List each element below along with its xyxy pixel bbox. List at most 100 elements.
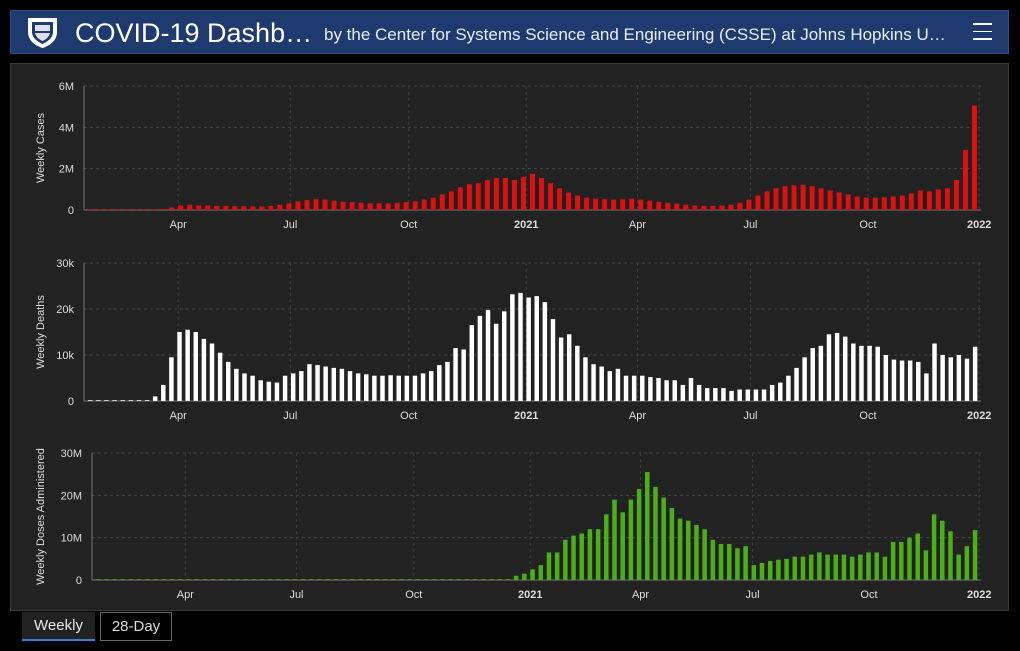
bar[interactable] [653, 486, 658, 580]
bar[interactable] [399, 579, 404, 580]
bar[interactable] [710, 539, 716, 580]
bar[interactable] [931, 514, 937, 580]
bar[interactable] [761, 389, 767, 402]
bar[interactable] [325, 579, 330, 580]
bar[interactable] [599, 366, 604, 402]
bar[interactable] [133, 209, 139, 210]
bar[interactable] [956, 554, 961, 580]
bar[interactable] [502, 177, 508, 210]
bar[interactable] [602, 199, 608, 210]
bar[interactable] [530, 569, 535, 580]
bar[interactable] [818, 345, 824, 401]
bar[interactable] [286, 203, 292, 210]
bar[interactable] [282, 375, 288, 401]
bar[interactable] [295, 201, 301, 210]
bar[interactable] [611, 199, 617, 210]
bar[interactable] [773, 188, 779, 210]
bar[interactable] [688, 378, 694, 401]
bar[interactable] [210, 579, 216, 580]
bar[interactable] [331, 367, 337, 401]
bar[interactable] [665, 202, 671, 210]
bar[interactable] [367, 203, 373, 210]
bar[interactable] [104, 579, 109, 580]
bar[interactable] [899, 195, 905, 210]
bar[interactable] [292, 579, 298, 580]
bar[interactable] [558, 337, 564, 401]
bar[interactable] [284, 579, 289, 580]
bar[interactable] [372, 375, 377, 401]
bar[interactable] [710, 205, 716, 210]
bar[interactable] [144, 400, 150, 401]
bar[interactable] [394, 202, 400, 210]
bar[interactable] [151, 209, 157, 210]
bar[interactable] [890, 196, 896, 210]
bar[interactable] [88, 400, 93, 401]
bar[interactable] [907, 360, 913, 401]
bar[interactable] [648, 377, 653, 401]
bar[interactable] [205, 205, 211, 210]
bar[interactable] [944, 188, 950, 210]
bar[interactable] [542, 302, 548, 401]
bar[interactable] [391, 579, 396, 580]
bar[interactable] [376, 203, 382, 210]
bar[interactable] [217, 352, 223, 401]
bar[interactable] [550, 319, 556, 401]
bar[interactable] [686, 520, 691, 580]
bar[interactable] [726, 544, 732, 580]
bar[interactable] [935, 189, 941, 210]
bar[interactable] [817, 552, 822, 580]
bar[interactable] [647, 200, 653, 210]
bar[interactable] [234, 368, 239, 401]
bar[interactable] [825, 554, 830, 580]
bar[interactable] [776, 559, 781, 580]
bar[interactable] [299, 371, 304, 401]
bar[interactable] [575, 345, 580, 401]
bar[interactable] [489, 579, 494, 580]
bar[interactable] [778, 382, 783, 401]
bar[interactable] [112, 400, 117, 401]
bar[interactable] [746, 199, 752, 210]
bar[interactable] [374, 579, 380, 580]
bar[interactable] [792, 556, 798, 580]
bar[interactable] [751, 565, 757, 580]
bar[interactable] [477, 315, 483, 401]
bar[interactable] [493, 323, 499, 401]
bar[interactable] [810, 348, 815, 401]
bar[interactable] [863, 197, 869, 210]
bar[interactable] [907, 537, 912, 580]
bar[interactable] [403, 202, 409, 210]
bar[interactable] [475, 183, 481, 210]
bar[interactable] [448, 191, 454, 210]
bar[interactable] [656, 201, 662, 210]
bar[interactable] [349, 202, 355, 210]
bar[interactable] [874, 552, 879, 580]
bar[interactable] [636, 488, 642, 580]
bar[interactable] [250, 375, 255, 401]
bar[interactable] [719, 205, 725, 210]
bar[interactable] [428, 371, 434, 401]
bar[interactable] [623, 375, 629, 401]
bar[interactable] [834, 332, 840, 401]
bar[interactable] [505, 579, 511, 580]
bar[interactable] [620, 512, 625, 580]
bar[interactable] [866, 552, 871, 580]
bar[interactable] [858, 554, 863, 580]
bar[interactable] [194, 579, 199, 580]
bar[interactable] [923, 550, 929, 580]
bar[interactable] [854, 196, 860, 210]
bar[interactable] [226, 361, 231, 401]
bar[interactable] [145, 579, 150, 580]
bar[interactable] [497, 579, 503, 580]
bar[interactable] [258, 380, 263, 401]
bar[interactable] [235, 579, 240, 580]
bar[interactable] [412, 375, 418, 401]
bar[interactable] [439, 194, 445, 211]
bar[interactable] [355, 373, 361, 401]
bar[interactable] [177, 579, 183, 580]
bar[interactable] [104, 400, 109, 401]
bar[interactable] [915, 533, 920, 580]
bar[interactable] [431, 579, 437, 580]
bar[interactable] [290, 373, 296, 401]
bar[interactable] [891, 359, 897, 401]
bar[interactable] [404, 375, 410, 401]
